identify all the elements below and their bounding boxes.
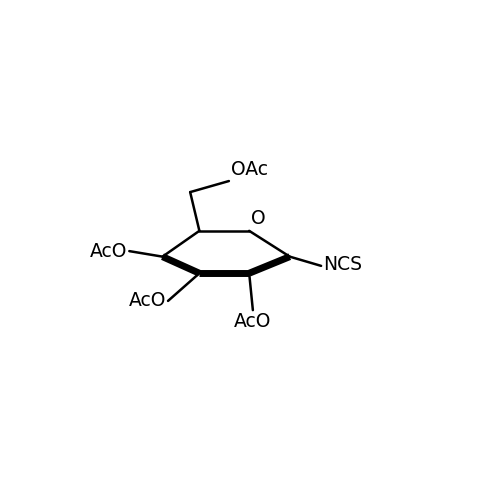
Text: AcO: AcO	[129, 291, 166, 310]
Text: O: O	[251, 209, 266, 228]
Text: AcO: AcO	[90, 241, 127, 261]
Text: NCS: NCS	[323, 254, 362, 274]
Text: AcO: AcO	[234, 312, 272, 331]
Text: OAc: OAc	[231, 160, 268, 179]
